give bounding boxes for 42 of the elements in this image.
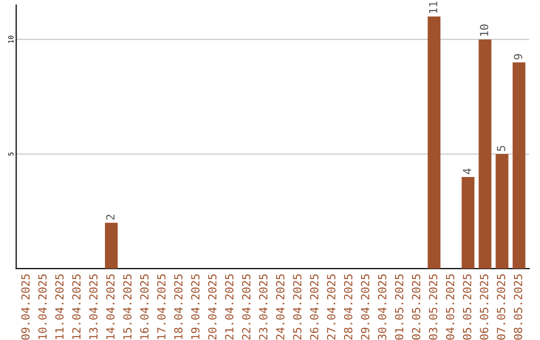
bar xyxy=(512,62,526,269)
x-tick-label: 20.04.2025 xyxy=(208,274,216,340)
data-label: 11 xyxy=(429,2,438,13)
x-tick-label: 08.05.2025 xyxy=(514,274,522,340)
x-tick-label: 22.04.2025 xyxy=(242,274,250,340)
x-tick-label: 23.04.2025 xyxy=(259,274,268,340)
bar xyxy=(478,39,492,269)
x-tick-label: 17.04.2025 xyxy=(157,274,166,340)
x-tick-label: 14.04.2025 xyxy=(106,274,115,340)
x-tick-label: 16.04.2025 xyxy=(140,274,149,340)
data-label: 2 xyxy=(106,214,114,220)
x-tick-label: 07.05.2025 xyxy=(496,274,506,340)
bar xyxy=(104,222,118,269)
x-tick-label: 25.04.2025 xyxy=(293,274,302,340)
x-tick-label: 01.05.2025 xyxy=(394,274,404,340)
x-tick-label: 05.05.2025 xyxy=(462,274,472,340)
data-label: 4 xyxy=(463,168,472,174)
x-tick-label: 15.04.2025 xyxy=(123,274,132,340)
data-label: 9 xyxy=(514,54,522,60)
bar xyxy=(496,154,508,269)
x-tick-label: 26.04.2025 xyxy=(310,274,318,340)
x-tick-label: 03.05.2025 xyxy=(428,274,438,340)
x-tick-label: 06.05.2025 xyxy=(480,274,488,340)
data-label: 5 xyxy=(497,146,506,151)
x-tick-label: 29.04.2025 xyxy=(360,274,370,340)
x-tick-label: 02.05.2025 xyxy=(412,274,420,340)
x-tick-label: 11.04.2025 xyxy=(55,274,64,340)
x-tick-label: 21.04.2025 xyxy=(225,274,234,340)
x-tick-label: 13.04.2025 xyxy=(89,274,98,340)
x-tick-label: 24.04.2025 xyxy=(276,274,284,340)
x-tick-label: 30.04.2025 xyxy=(378,274,386,340)
x-tick-label: 04.05.2025 xyxy=(446,274,454,340)
x-tick-label: 10.04.2025 xyxy=(38,274,47,340)
x-tick-label: 28.04.2025 xyxy=(344,274,352,340)
x-tick-label: 27.04.2025 xyxy=(327,274,336,340)
x-tick-label: 12.04.2025 xyxy=(72,274,81,340)
x-tick-label: 19.04.2025 xyxy=(191,274,200,340)
x-tick-label: 09.04.2025 xyxy=(21,274,30,340)
bar xyxy=(462,176,474,269)
data-label: 10 xyxy=(480,24,488,36)
bar xyxy=(428,16,440,269)
x-tick-label: 18.04.2025 xyxy=(174,274,183,340)
